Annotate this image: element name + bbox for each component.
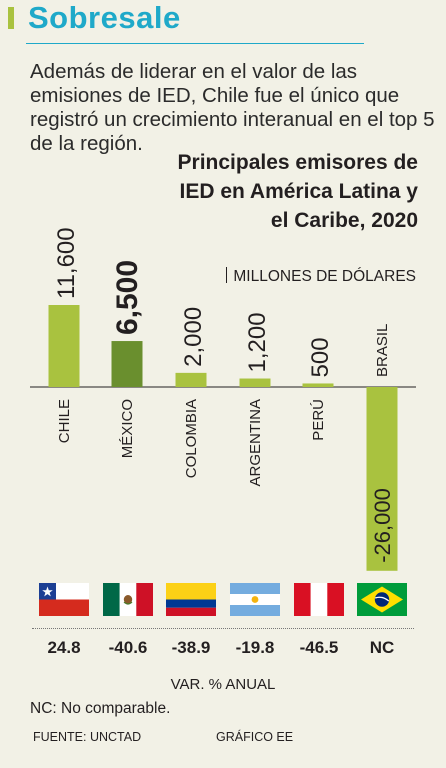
category-label-argentina: ARGENTINA [247,399,264,487]
variation-divider [32,628,414,629]
value-label-peru: 500 [307,337,334,377]
variation-chile: 24.8 [47,638,81,657]
units-divider [225,267,228,283]
value-label-brasil: -26,000 [370,488,395,563]
variation-argentina: -19.8 [235,638,275,657]
category-label-mexico: MÉXICO [119,399,136,458]
brazil-flag-icon [357,583,407,616]
value-label-argentina: 1,200 [244,312,271,372]
bar-argentina [239,378,271,387]
chart-title: Principales emisores de IED en América L… [177,151,418,232]
page-title: Sobresale [28,0,181,35]
bar-chile [48,305,80,387]
category-label-brasil: BRASIL [374,324,391,377]
graphic-credit: GRÁFICO EE [216,730,294,744]
chile-flag-icon [39,583,89,616]
variation-colombia: -38.9 [171,638,211,657]
chart-units: MILLONES DE DÓLARES [225,267,416,286]
bar-peru [302,383,334,387]
bar-mexico [111,341,143,387]
argentina-flag-icon [230,583,280,616]
title-underline [26,43,364,44]
variation-peru: -46.5 [299,638,339,657]
mexico-flag-icon [103,583,153,616]
peru-flag-icon [294,583,344,616]
source-credit: FUENTE: UNCTAD [33,730,142,744]
variation-brazil: NC [369,638,395,657]
value-label-chile: 11,600 [53,227,80,299]
variation-caption: VAR. % ANUAL [170,676,276,693]
category-label-chile: CHILE [56,399,73,443]
category-label-peru: PERÚ [310,399,327,441]
value-label-mexico: 6,500 [111,260,144,335]
colombia-flag-icon [166,583,216,616]
variation-mexico: -40.6 [108,638,148,657]
title-accent-bar [8,7,14,29]
footnote: NC: No comparable. [30,700,171,717]
value-label-colombia: 2,000 [180,307,207,367]
bar-brasil [366,387,398,571]
variation-row: 24.8 -40.6 -38.9 -19.8 -46.5 NC [0,638,446,660]
bar-colombia [175,372,207,387]
chart-units-label: MILLONES DE DÓLARES [233,268,416,285]
category-label-colombia: COLOMBIA [183,399,200,478]
intro-text: Además de liderar en el valor de las emi… [30,60,435,155]
bar-chart: 11,600 CHILE 6,500 MÉXICO 2,000 COLOMBIA 1,200… [30,227,416,571]
